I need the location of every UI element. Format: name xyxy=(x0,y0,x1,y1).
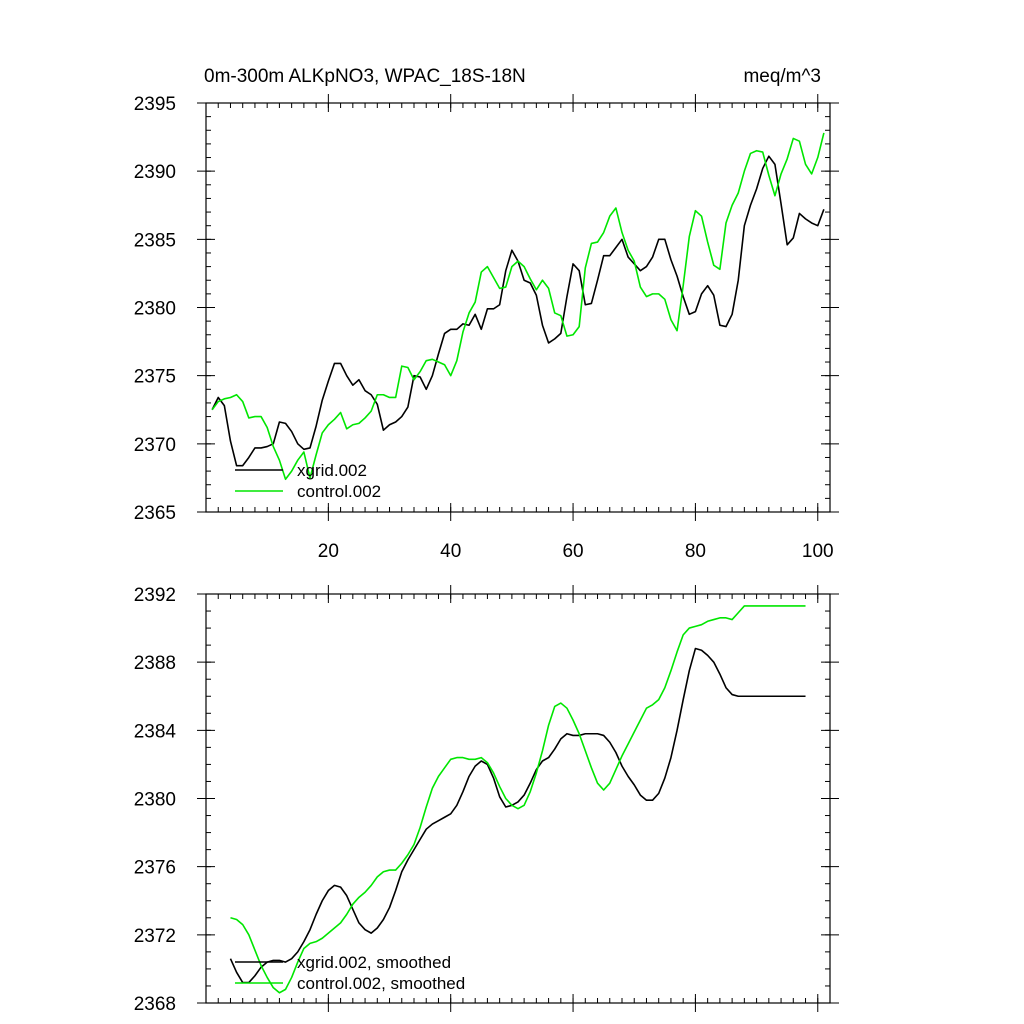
x-tick-label: 40 xyxy=(440,541,461,562)
x-tick-label: 60 xyxy=(562,541,583,562)
y-tick-label: 2388 xyxy=(134,653,176,674)
top-panel-units: meq/m^3 xyxy=(743,66,821,87)
x-tick-label: 80 xyxy=(685,541,706,562)
y-tick-label: 2380 xyxy=(134,299,176,320)
legend-label: control.002 xyxy=(297,482,381,501)
y-tick-label: 2375 xyxy=(134,367,176,388)
y-tick-label: 2372 xyxy=(134,926,176,947)
top-panel-series xyxy=(211,132,825,481)
bottom-panel-y-tick-labels: 2368 2372 2376 2380 2384 2388 2392 xyxy=(134,585,177,1015)
bottom-panel-ticks xyxy=(197,585,839,1012)
y-tick-label: 2365 xyxy=(134,503,176,524)
y-tick-label: 2368 xyxy=(134,994,176,1015)
bottom-panel-legend: xgrid.002, smoothed control.002, smoothed xyxy=(235,953,465,993)
y-tick-label: 2384 xyxy=(134,721,177,742)
x-tick-label: 20 xyxy=(318,541,339,562)
top-panel-frame xyxy=(205,102,831,513)
y-tick-label: 2385 xyxy=(134,230,176,251)
series-line-control-002-smoothed xyxy=(230,605,806,994)
series-line-xgrid-002 xyxy=(211,155,825,467)
bottom-panel: 2368 2372 2376 2380 2384 2388 2392 xgrid.002, … xyxy=(134,585,839,1015)
y-tick-label: 2380 xyxy=(134,790,176,811)
top-panel-title: 0m-300m ALKpNO3, WPAC_18S-18N xyxy=(204,66,526,87)
bottom-panel-frame xyxy=(205,593,831,1004)
top-panel: 0m-300m ALKpNO3, WPAC_18S-18N meq/m^3 23… xyxy=(134,66,839,562)
legend-label: xgrid.002, smoothed xyxy=(297,953,451,972)
bottom-panel-series xyxy=(229,605,806,994)
y-tick-label: 2392 xyxy=(134,585,176,606)
series-line-xgrid-002-smoothed xyxy=(229,647,806,984)
y-tick-label: 2390 xyxy=(134,162,176,183)
x-tick-label: 100 xyxy=(802,541,834,562)
y-tick-label: 2370 xyxy=(134,435,176,456)
y-tick-label: 2376 xyxy=(134,858,176,879)
top-panel-y-tick-labels: 2365 2370 2375 2380 2385 2390 2395 xyxy=(134,94,176,524)
top-panel-x-tick-labels: 20 40 60 80 100 xyxy=(318,541,834,562)
legend-label: xgrid.002 xyxy=(297,461,367,480)
series-line-control-002 xyxy=(211,132,825,481)
legend-label: control.002, smoothed xyxy=(297,974,465,993)
top-panel-ticks xyxy=(197,94,839,521)
y-tick-label: 2395 xyxy=(134,94,176,115)
top-panel-legend: xgrid.002 control.002 xyxy=(235,461,381,501)
